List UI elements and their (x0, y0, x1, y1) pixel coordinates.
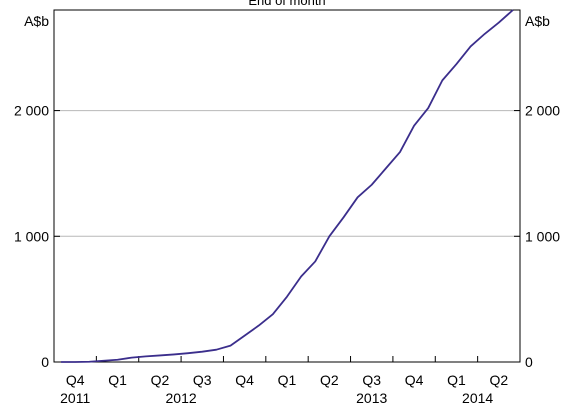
x-quarter-label: Q4 (66, 372, 85, 388)
y-tick-label-right: 1 000 (525, 228, 560, 244)
x-year-label: 2012 (166, 390, 197, 405)
ticks (53, 110, 521, 363)
x-year-label: 2013 (356, 390, 387, 405)
y-tick-label-right: 2 000 (525, 103, 560, 119)
x-quarter-label: Q3 (193, 372, 212, 388)
y-axis-unit-right: A$b (525, 13, 550, 29)
series-layer (61, 9, 514, 363)
plot-frame (53, 9, 521, 363)
y-tick-label-left: 2 000 (14, 103, 49, 119)
gridlines (54, 110, 520, 237)
x-quarter-label: Q3 (362, 372, 381, 388)
x-quarter-label: Q1 (108, 372, 127, 388)
y-tick-label-right: 0 (525, 354, 533, 370)
x-quarter-label: Q2 (489, 372, 508, 388)
x-quarter-label: Q4 (235, 372, 254, 388)
x-quarter-label: Q4 (405, 372, 424, 388)
labels: 0 0 1 000 1 000 2 000 2 000 Q4 Q1 Q2 Q3 Q4 Q1 Q2 Q3 Q4… (14, 103, 560, 405)
x-quarter-label: Q2 (320, 372, 339, 388)
x-year-label: 2014 (462, 390, 493, 405)
y-axis-unit-left: A$b (24, 13, 49, 29)
series-line (61, 9, 514, 363)
y-tick-label-left: 1 000 (14, 228, 49, 244)
x-year-label: 2011 (60, 390, 90, 405)
x-quarter-label: Q2 (151, 372, 170, 388)
x-quarter-label: Q1 (447, 372, 466, 388)
y-tick-label-left: 0 (41, 354, 49, 370)
x-quarter-label: Q1 (278, 372, 297, 388)
chart-title: End of month (248, 0, 325, 8)
